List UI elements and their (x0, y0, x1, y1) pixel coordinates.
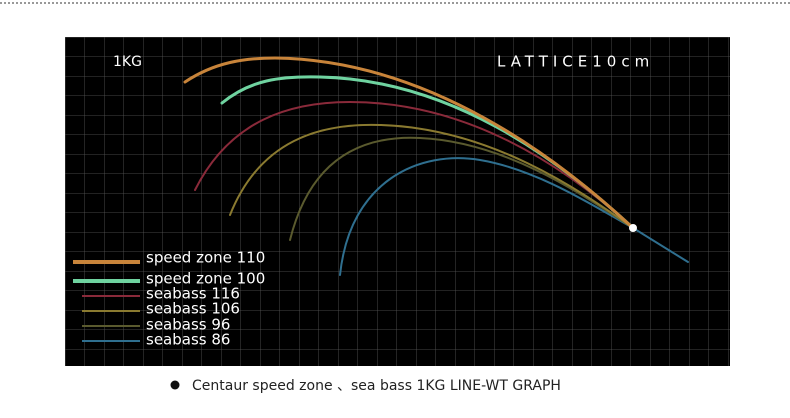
weight-label: 1KG (113, 54, 142, 70)
caption: Centaur speed zone 、sea bass 1KG LINE-WT… (192, 378, 561, 394)
legend-label: seabass 96 (146, 316, 230, 334)
tip-point (629, 224, 637, 232)
legend-label: seabass 116 (146, 285, 240, 303)
legend: speed zone 110 speed zone 100 seabass 11… (73, 249, 265, 349)
caption-bullet (170, 380, 180, 390)
legend-label: speed zone 100 (146, 270, 265, 288)
curve-seabass-86 (339, 157, 689, 276)
legend-label: speed zone 110 (146, 249, 265, 267)
curve-seabass-106 (229, 123, 634, 229)
lattice (65, 37, 730, 366)
legend-label: seabass 106 (146, 300, 240, 318)
curve-seabass-96 (289, 136, 634, 241)
curve-seabass-116 (194, 100, 634, 229)
legend-label: seabass 86 (146, 331, 230, 349)
lattice-label: LATTICE10cm (497, 53, 654, 71)
curves (183, 56, 689, 276)
curve-speed-zone-110 (183, 56, 635, 230)
